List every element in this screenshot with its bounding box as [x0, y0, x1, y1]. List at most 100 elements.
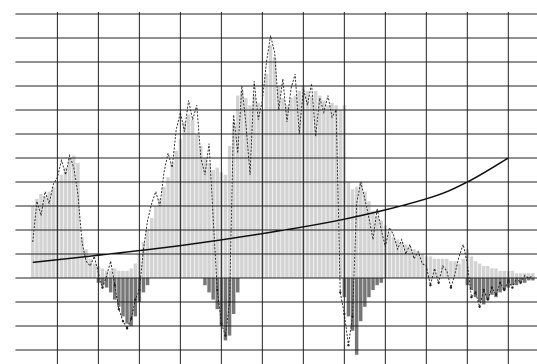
bar: [416, 251, 420, 278]
bar: [502, 278, 506, 290]
bar: [113, 278, 117, 300]
bar: [490, 278, 494, 295]
point: [429, 284, 432, 287]
point: [134, 298, 137, 301]
bar: [379, 220, 383, 278]
bar: [92, 263, 97, 278]
bar: [223, 278, 228, 341]
bar: [375, 278, 379, 286]
bar: [35, 198, 39, 278]
point: [339, 291, 342, 294]
bar: [154, 206, 158, 278]
bar: [203, 158, 207, 278]
point: [113, 284, 116, 287]
bar: [281, 98, 285, 278]
bar: [104, 270, 109, 278]
bar: [63, 167, 68, 278]
bar: [268, 45, 273, 279]
bar: [207, 162, 211, 278]
point: [138, 288, 141, 292]
bar: [449, 261, 453, 278]
bar: [207, 278, 211, 293]
bar: [121, 270, 125, 278]
bar: [244, 98, 248, 278]
bar: [326, 105, 330, 278]
bar: [162, 186, 166, 278]
bar: [285, 105, 289, 278]
bar: [371, 210, 375, 278]
bar: [297, 90, 301, 278]
bar: [469, 278, 474, 290]
bar: [420, 254, 424, 278]
bar: [481, 266, 486, 278]
point: [224, 334, 227, 337]
bar: [518, 273, 523, 278]
bar: [141, 242, 146, 278]
point: [490, 286, 494, 289]
bar: [338, 110, 342, 278]
bar: [322, 100, 326, 279]
bar: [113, 268, 117, 278]
bar: [457, 263, 461, 278]
bar: [498, 270, 502, 278]
bar: [67, 158, 72, 278]
bar: [125, 270, 129, 278]
bar: [215, 167, 219, 278]
bar: [363, 278, 367, 307]
bar: [313, 90, 318, 278]
bar: [121, 278, 125, 317]
bar: [354, 278, 359, 355]
bar: [473, 278, 478, 298]
point: [220, 322, 223, 325]
bar: [510, 278, 515, 286]
bar: [510, 270, 515, 278]
bar: [309, 95, 314, 278]
point: [228, 300, 231, 304]
point: [117, 308, 121, 311]
bar: [477, 278, 482, 302]
point: [129, 317, 133, 320]
point: [101, 286, 104, 289]
point: [494, 293, 498, 296]
bar: [469, 256, 474, 278]
bar: [47, 191, 51, 278]
bar: [166, 177, 170, 278]
bar: [367, 201, 371, 278]
bar: [330, 102, 334, 278]
bar: [141, 278, 146, 293]
bar: [412, 249, 416, 278]
bar: [408, 246, 412, 278]
bar: [84, 249, 88, 278]
bar: [211, 278, 215, 300]
point: [125, 327, 129, 330]
bar: [248, 105, 252, 278]
point: [343, 312, 346, 316]
line: [32, 157, 509, 264]
bar: [440, 258, 445, 278]
bar: [363, 191, 367, 278]
bar: [117, 270, 121, 278]
bar: [395, 239, 400, 278]
point: [351, 315, 354, 318]
point: [474, 291, 477, 294]
bar: [391, 237, 396, 278]
bar: [108, 270, 113, 278]
bar: [367, 278, 371, 298]
bar: [473, 261, 478, 278]
bar: [117, 278, 121, 307]
bar: [514, 278, 519, 286]
point: [347, 344, 350, 347]
bar: [359, 278, 363, 322]
point: [498, 281, 502, 284]
point: [216, 288, 219, 292]
bar: [252, 95, 256, 278]
bar: [527, 278, 531, 281]
bar: [371, 278, 375, 290]
bar: [125, 278, 129, 324]
bar: [375, 215, 379, 278]
bar: [387, 232, 392, 278]
bar: [490, 268, 494, 278]
bar: [494, 268, 498, 278]
bar: [445, 258, 449, 278]
